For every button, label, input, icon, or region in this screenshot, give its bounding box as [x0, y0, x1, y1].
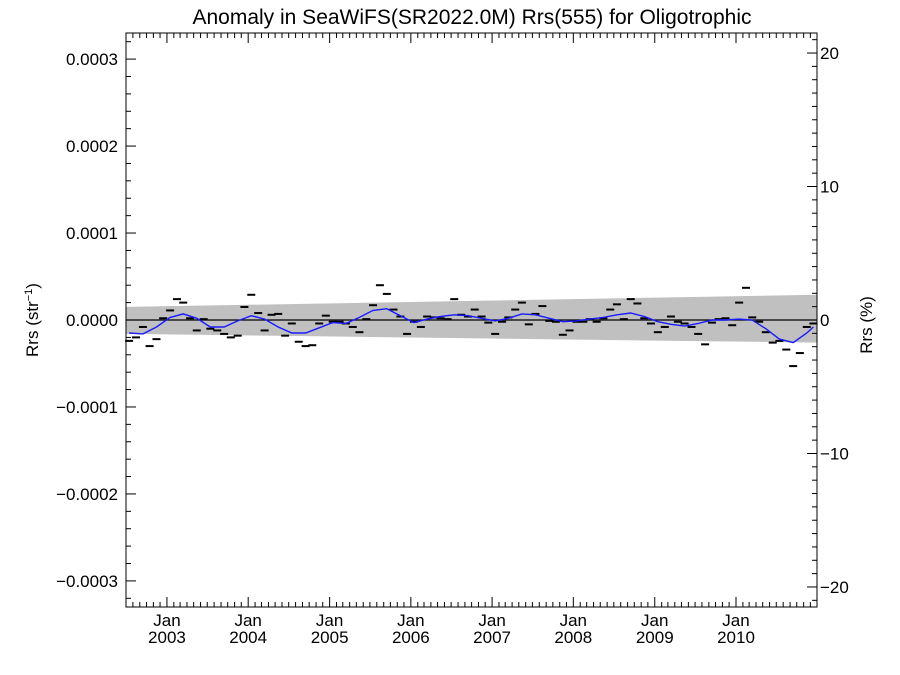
left-tick-label: −0.0002 — [56, 485, 118, 504]
chart-title: Anomaly in SeaWiFS(SR2022.0M) Rrs(555) f… — [192, 6, 751, 29]
x-tick-month-label: Jan — [234, 611, 261, 630]
y-axis-label-left-close: ) — [23, 283, 42, 289]
y-axis-label-left-superscript: −1 — [23, 289, 35, 302]
smoothed-series-line — [129, 307, 814, 344]
left-tick-label: 0.0002 — [66, 137, 118, 156]
right-tick-label: −20 — [820, 578, 849, 597]
left-tick-label: −0.0003 — [56, 572, 118, 591]
x-axis: Jan2003Jan2004Jan2005Jan2006Jan2007Jan20… — [125, 33, 811, 647]
x-tick-year-label: 2004 — [229, 628, 267, 647]
x-tick-month-label: Jan — [560, 611, 587, 630]
left-tick-label: 0.0003 — [66, 50, 118, 69]
right-tick-label: 20 — [820, 44, 839, 63]
x-tick-month-label: Jan — [478, 611, 505, 630]
y-axis-label-left: Rrs (str−1) — [23, 283, 42, 357]
x-tick-month-label: Jan — [316, 611, 343, 630]
x-tick-month-label: Jan — [641, 611, 668, 630]
x-tick-month-label: Jan — [153, 611, 180, 630]
left-tick-label: 0.0000 — [66, 311, 118, 330]
y-axis-label-right: Rrs (%) — [857, 296, 876, 354]
left-tick-label: −0.0001 — [56, 398, 118, 417]
x-tick-year-label: 2003 — [148, 628, 186, 647]
left-tick-label: 0.0001 — [66, 224, 118, 243]
right-tick-label: 0 — [820, 311, 829, 330]
right-tick-label: −10 — [820, 444, 849, 463]
plot-area — [125, 32, 818, 608]
right-axis: 20 10 0 −10 −20 — [807, 39, 849, 601]
y-axis-label-left-main: Rrs (str — [23, 301, 42, 357]
x-tick-year-label: 2005 — [311, 628, 349, 647]
left-axis: 0.0003 0.0002 0.0001 0.0000 −0.0001 −0.0002 −0… — [56, 41, 136, 599]
x-tick-year-label: 2006 — [392, 628, 430, 647]
x-tick-year-label: 2008 — [554, 628, 592, 647]
x-tick-year-label: 2007 — [473, 628, 511, 647]
x-tick-month-label: Jan — [397, 611, 424, 630]
x-tick-year-label: 2009 — [636, 628, 674, 647]
x-tick-year-label: 2010 — [717, 628, 755, 647]
right-tick-label: 10 — [820, 178, 839, 197]
x-tick-month-label: Jan — [722, 611, 749, 630]
confidence-band — [126, 294, 817, 343]
